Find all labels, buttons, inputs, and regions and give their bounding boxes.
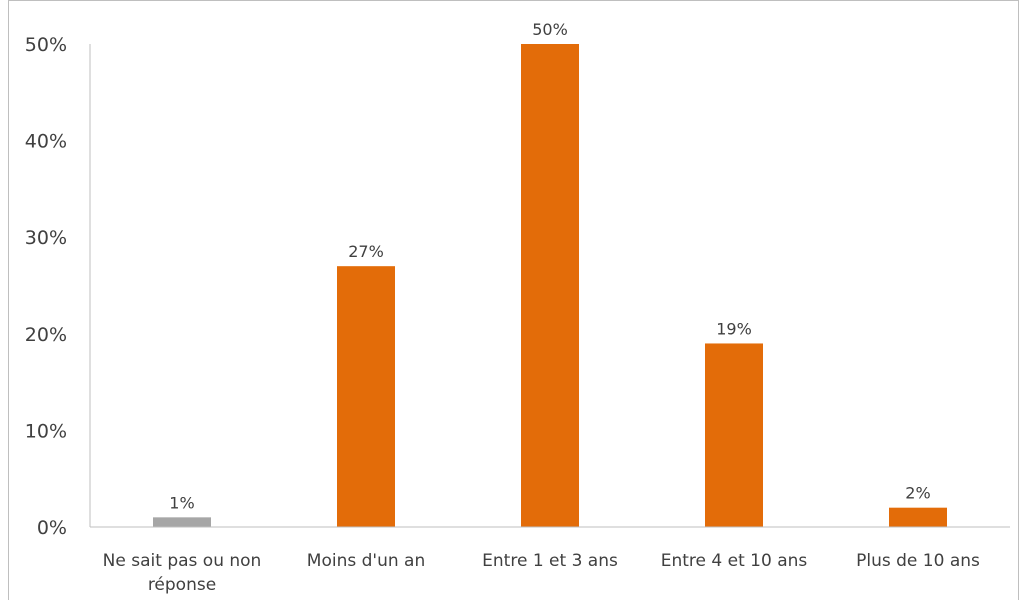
data-label: 1% bbox=[169, 493, 194, 512]
y-tick-label: 30% bbox=[25, 227, 67, 249]
x-tick-label: Moins d'un an bbox=[307, 551, 425, 571]
bar bbox=[705, 343, 763, 527]
data-label: 2% bbox=[905, 484, 930, 503]
y-tick-label: 50% bbox=[25, 34, 67, 56]
bar bbox=[521, 44, 579, 527]
x-axis: Ne sait pas ou non réponse Moins d'un an En… bbox=[90, 526, 1010, 595]
bar bbox=[337, 266, 395, 527]
y-tick-label: 40% bbox=[25, 131, 67, 153]
y-axis: 0% 10% 20% 30% 40% 50% bbox=[25, 34, 91, 539]
chart-frame bbox=[8, 0, 1019, 600]
data-label: 19% bbox=[716, 319, 752, 338]
y-tick-label: 0% bbox=[37, 517, 67, 539]
bar bbox=[153, 517, 211, 527]
bar bbox=[889, 507, 947, 527]
x-tick-label: Plus de 10 ans bbox=[856, 551, 980, 571]
y-tick-label: 10% bbox=[25, 420, 67, 442]
x-tick-label: Entre 1 et 3 ans bbox=[482, 551, 618, 571]
y-tick-label: 20% bbox=[25, 324, 67, 346]
x-tick-label: Ne sait pas ou non réponse bbox=[103, 551, 262, 595]
x-tick-label: Entre 4 et 10 ans bbox=[661, 551, 808, 571]
data-labels: 1% 27% 50% 19% 2% bbox=[169, 20, 930, 512]
data-label: 27% bbox=[348, 242, 384, 261]
bars bbox=[153, 44, 947, 527]
data-label: 50% bbox=[532, 20, 568, 39]
